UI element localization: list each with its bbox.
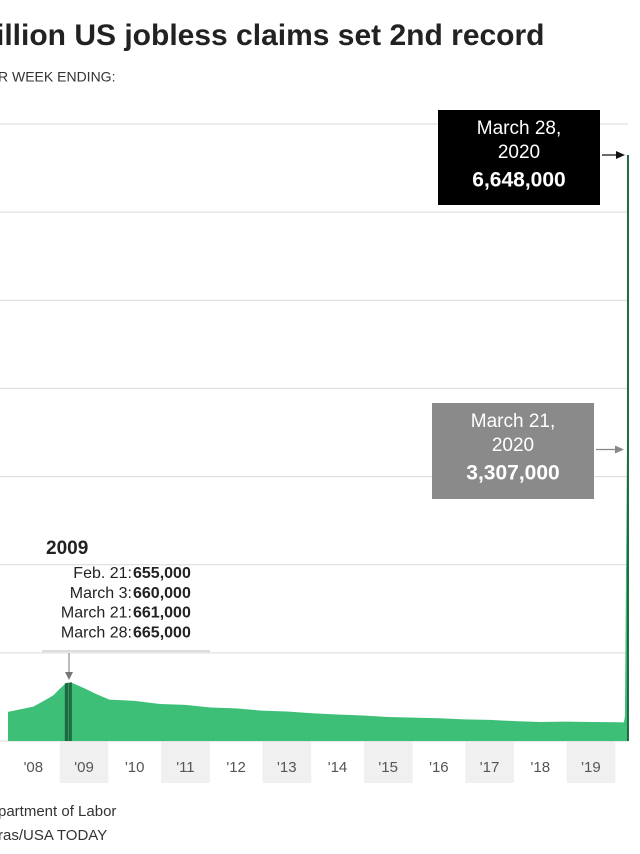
x-tick-label: '09 bbox=[74, 759, 94, 776]
annotation-label: March 28: bbox=[61, 624, 132, 641]
annotation-value: 665,000 bbox=[133, 624, 191, 641]
annotation-value: 661,000 bbox=[133, 605, 191, 622]
annotation-arrowhead bbox=[65, 672, 73, 680]
annotation-label: March 3: bbox=[70, 585, 132, 602]
source: partment of Labor bbox=[0, 803, 116, 820]
x-tick-label: '18 bbox=[530, 759, 550, 776]
callout-date: 2020 bbox=[498, 142, 540, 163]
x-tick-label: '17 bbox=[480, 759, 500, 776]
x-band bbox=[465, 741, 514, 783]
x-tick-label: '13 bbox=[277, 759, 297, 776]
x-tick-label: '14 bbox=[328, 759, 348, 776]
x-band bbox=[262, 741, 312, 783]
annotation-label: Feb. 21: bbox=[73, 565, 132, 582]
annotation-title: 2009 bbox=[46, 538, 88, 559]
x-tick-label: '19 bbox=[581, 759, 601, 776]
callout-box bbox=[438, 110, 600, 205]
callout-value: 3,307,000 bbox=[466, 462, 559, 485]
annotation-value: 660,000 bbox=[133, 585, 191, 602]
x-tick-label: '12 bbox=[226, 759, 246, 776]
callout-value: 6,648,000 bbox=[472, 169, 565, 192]
x-band bbox=[59, 741, 109, 783]
x-band bbox=[363, 741, 413, 783]
source: ras/USA TODAY bbox=[0, 827, 107, 844]
x-tick-label: '11 bbox=[176, 759, 194, 776]
callout-box bbox=[432, 403, 594, 499]
callout-date: March 21, bbox=[471, 411, 555, 432]
x-band bbox=[161, 741, 210, 783]
chart-title: illion US jobless claims set 2nd record bbox=[0, 19, 545, 52]
x-tick-label: '10 bbox=[125, 759, 145, 776]
callout-date: March 28, bbox=[477, 118, 561, 139]
callout-date: 2020 bbox=[492, 435, 534, 456]
x-tick-label: '15 bbox=[378, 759, 398, 776]
callout-arrowhead bbox=[615, 151, 625, 160]
x-tick-label: '16 bbox=[429, 759, 449, 776]
x-tick-label: '08 bbox=[24, 759, 44, 776]
x-band bbox=[566, 741, 616, 783]
annotation-label: March 21: bbox=[61, 605, 132, 622]
chart-subtitle: R WEEK ENDING: bbox=[0, 69, 115, 85]
callout-arrowhead bbox=[614, 445, 624, 454]
annotation-value: 655,000 bbox=[133, 565, 191, 582]
